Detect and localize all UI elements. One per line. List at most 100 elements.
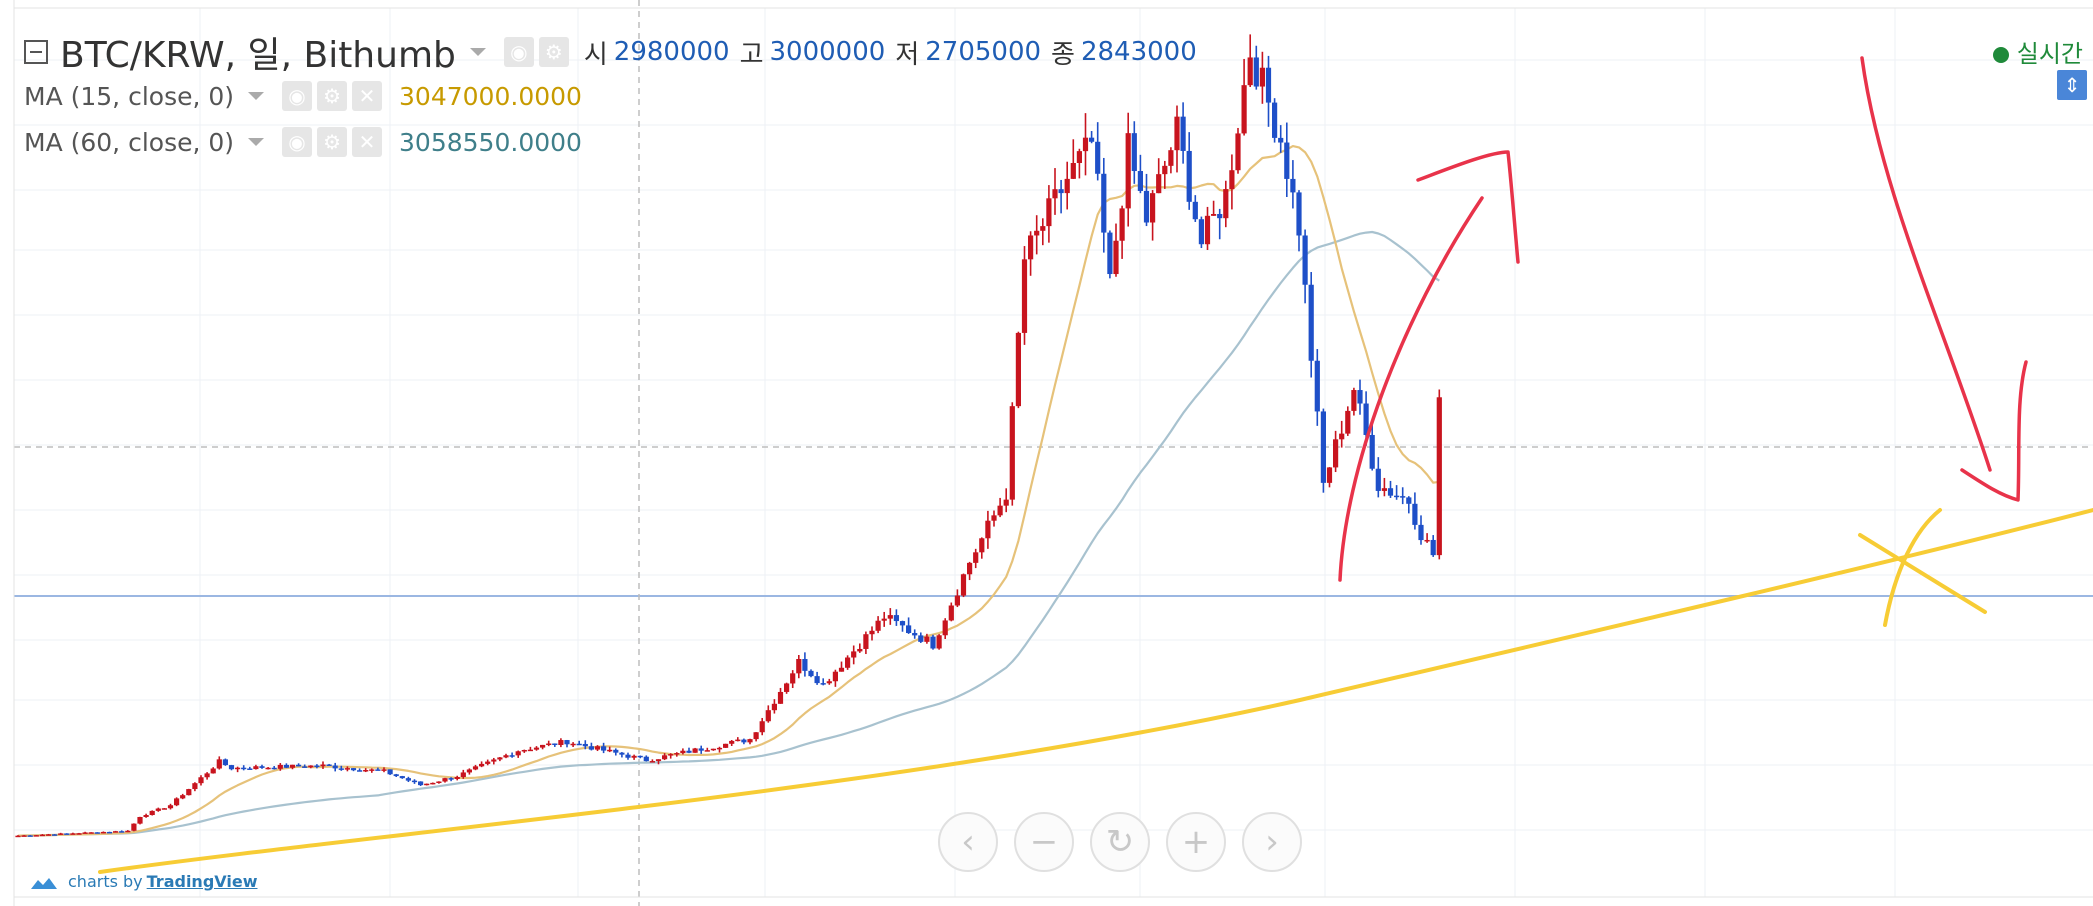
candle-body — [375, 769, 381, 771]
candle-body — [1314, 360, 1320, 412]
candle-body — [936, 635, 942, 649]
candle-body — [1326, 467, 1333, 483]
candle-body — [491, 759, 497, 762]
gear-icon[interactable]: ⚙ — [317, 127, 348, 157]
candle-body — [253, 766, 259, 770]
candle-body — [100, 831, 106, 834]
candle-body — [308, 765, 314, 768]
candle-body — [1186, 150, 1192, 202]
candle-body — [88, 832, 94, 834]
candle-body — [838, 667, 845, 672]
chevron-down-icon[interactable] — [248, 138, 265, 146]
candle-body — [192, 783, 198, 790]
collapse-square-icon[interactable] — [24, 40, 48, 64]
candle-body — [1278, 137, 1284, 143]
candle-body — [411, 780, 418, 783]
candle-body — [985, 520, 991, 539]
reset-view-button[interactable]: ↻ — [1090, 812, 1150, 872]
candle-body — [1028, 235, 1034, 260]
low-value: 2705000 — [925, 37, 1042, 67]
candle-body — [991, 515, 997, 521]
candle-body — [228, 765, 235, 770]
eye-icon[interactable]: ◉ — [503, 37, 534, 67]
candle-body — [314, 765, 320, 768]
candle-body — [418, 781, 424, 786]
candle-body — [546, 743, 552, 746]
candle-body — [912, 633, 918, 636]
candle-body — [906, 625, 912, 634]
candle-body — [973, 552, 979, 563]
candle-body — [759, 721, 765, 733]
gear-icon[interactable]: ⚙ — [538, 37, 569, 67]
candlestick-series — [15, 34, 1442, 838]
candle-body — [662, 755, 668, 760]
scroll-left-button[interactable]: ‹ — [938, 812, 998, 872]
ma60-line — [17, 230, 1440, 837]
annotation-downtrend-arrow — [1860, 56, 1992, 472]
candle-body — [607, 749, 613, 752]
candle-body — [1058, 189, 1064, 194]
candle-body — [723, 743, 729, 748]
credit-prefix: charts by — [68, 872, 143, 891]
candle-body — [204, 773, 210, 778]
candle-body — [655, 759, 662, 762]
candle-body — [1137, 171, 1143, 191]
candle-body — [52, 834, 58, 836]
gear-icon[interactable]: ⚙ — [317, 81, 348, 111]
candle-body — [33, 835, 39, 837]
close-icon[interactable]: ✕ — [352, 127, 383, 157]
candle-body — [863, 634, 869, 649]
candle-body — [668, 754, 674, 756]
chart-legend: BTC/KRW, 일, Bithumb ◉ ⚙ 시 2980000 고 3000… — [24, 30, 1197, 160]
candle-body — [686, 750, 692, 753]
scale-toggle-button[interactable]: ⇕ — [2057, 70, 2087, 100]
candle-body — [1412, 503, 1418, 525]
candle-body — [405, 778, 411, 781]
zoom-in-button[interactable]: + — [1166, 812, 1226, 872]
annotation-trend-line — [98, 508, 2093, 874]
candle-body — [1394, 495, 1400, 498]
candle-body — [832, 671, 838, 682]
candle-body — [729, 740, 735, 744]
candle-body — [1290, 178, 1296, 193]
candle-body — [1375, 468, 1381, 491]
candle-body — [777, 691, 784, 704]
realtime-label: 실시간 — [2016, 40, 2083, 68]
candle-body — [113, 831, 119, 833]
candle-body — [357, 770, 363, 772]
candle-body — [466, 769, 472, 773]
candle-body — [1168, 150, 1174, 166]
close-value: 2843000 — [1080, 37, 1197, 67]
candle-body — [1162, 165, 1168, 175]
candle-body — [509, 755, 515, 757]
candle-body — [875, 620, 881, 631]
candle-body — [479, 763, 485, 767]
candle-body — [948, 605, 954, 621]
candle-body — [552, 743, 558, 746]
candle-body — [1339, 433, 1345, 440]
candle-body — [1284, 142, 1290, 179]
candle-body — [887, 615, 893, 619]
scroll-right-button[interactable]: › — [1242, 812, 1302, 872]
tradingview-link[interactable]: TradingView — [146, 872, 258, 891]
candle-body — [106, 831, 113, 834]
open-label: 시 — [583, 39, 608, 70]
zoom-out-button[interactable]: − — [1014, 812, 1074, 872]
eye-icon[interactable]: ◉ — [282, 127, 313, 157]
candle-body — [1235, 133, 1241, 171]
candle-body — [698, 748, 704, 751]
chevron-down-icon[interactable] — [469, 48, 486, 56]
candle-body — [1204, 215, 1211, 245]
candle-body — [58, 833, 64, 835]
candle-body — [1369, 434, 1375, 469]
candle-body — [1082, 137, 1089, 152]
candle-body — [674, 753, 680, 755]
chevron-down-icon[interactable] — [248, 92, 265, 100]
hand-drawn-annotations — [98, 56, 2093, 874]
close-icon[interactable]: ✕ — [352, 81, 383, 111]
eye-icon[interactable]: ◉ — [282, 81, 313, 111]
annotation-arrow-head — [1416, 150, 1520, 264]
candle-body — [1040, 226, 1046, 231]
candle-body — [1131, 133, 1137, 172]
